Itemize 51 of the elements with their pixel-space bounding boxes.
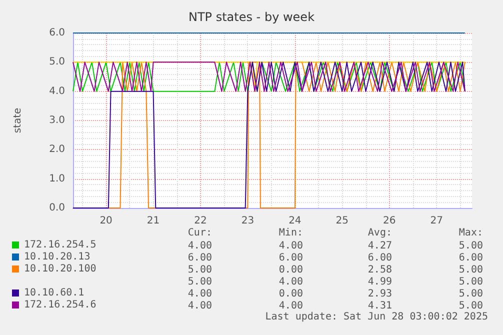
- text: 0.00: [278, 264, 303, 276]
- text: 5.00: [458, 264, 483, 276]
- text: 6.00: [278, 252, 303, 264]
- chart-title: NTP states - by week: [188, 10, 315, 24]
- text: Cur:: [188, 228, 212, 238]
- text: 6.00: [368, 252, 392, 264]
- x-tick-label: 25: [336, 216, 349, 226]
- y-tick-label: 2.0: [49, 144, 65, 156]
- x-tick-label: 22: [194, 216, 207, 226]
- x-tick-label: 20: [100, 216, 112, 226]
- x-tick-label: 23: [241, 216, 254, 226]
- x-tick-label: 21: [146, 216, 160, 226]
- legend-label: 10.10.60.1: [24, 288, 84, 298]
- legend-label: 172.16.254.5: [24, 240, 96, 250]
- x-tick-label: 26: [383, 216, 396, 226]
- text: 4.00: [278, 300, 303, 312]
- text: Avg:: [368, 228, 392, 238]
- y-tick-label: 6.0: [49, 28, 65, 38]
- text: 5.00: [188, 276, 212, 288]
- x-tick-label: 27: [430, 216, 443, 226]
- text: 4.00: [188, 288, 212, 300]
- y-tick-label: 3.0: [49, 115, 65, 126]
- text: 2.93: [368, 288, 392, 300]
- text: 5.00: [458, 240, 483, 252]
- text: 5.00: [458, 288, 483, 300]
- text: 2.58: [368, 264, 392, 276]
- text: 5.00: [458, 300, 483, 312]
- text: 5.00: [458, 276, 483, 288]
- text: 4.31: [368, 300, 392, 312]
- y-tick-label: 5.0: [49, 56, 65, 68]
- legend-label: 172.16.254.6: [24, 300, 96, 310]
- text: 4.00: [278, 240, 303, 252]
- y-tick-label: 0.0: [49, 202, 65, 214]
- text: 4.00: [188, 300, 212, 312]
- text: 0.00: [278, 288, 303, 300]
- text: 4.27: [368, 240, 392, 252]
- legend-label: 10.10.20.13: [24, 252, 90, 262]
- y-tick-label: 4.0: [49, 86, 65, 97]
- text: 6.00: [188, 252, 212, 264]
- text: Last update: Sat Jun 28 03:00:02 2025: [265, 312, 488, 322]
- y-axis-title: state: [12, 108, 24, 134]
- text: 5.00: [188, 264, 212, 276]
- text: Max:: [458, 228, 483, 238]
- text: Min:: [278, 228, 303, 238]
- y-tick-label: 1.0: [49, 173, 65, 184]
- text: 6.00: [458, 252, 483, 264]
- x-tick-label: 24: [288, 216, 302, 226]
- text: 4.00: [188, 240, 212, 252]
- text: 4.00: [278, 276, 303, 288]
- text: 4.99: [368, 276, 392, 288]
- legend-label: 10.10.20.100: [24, 264, 96, 274]
